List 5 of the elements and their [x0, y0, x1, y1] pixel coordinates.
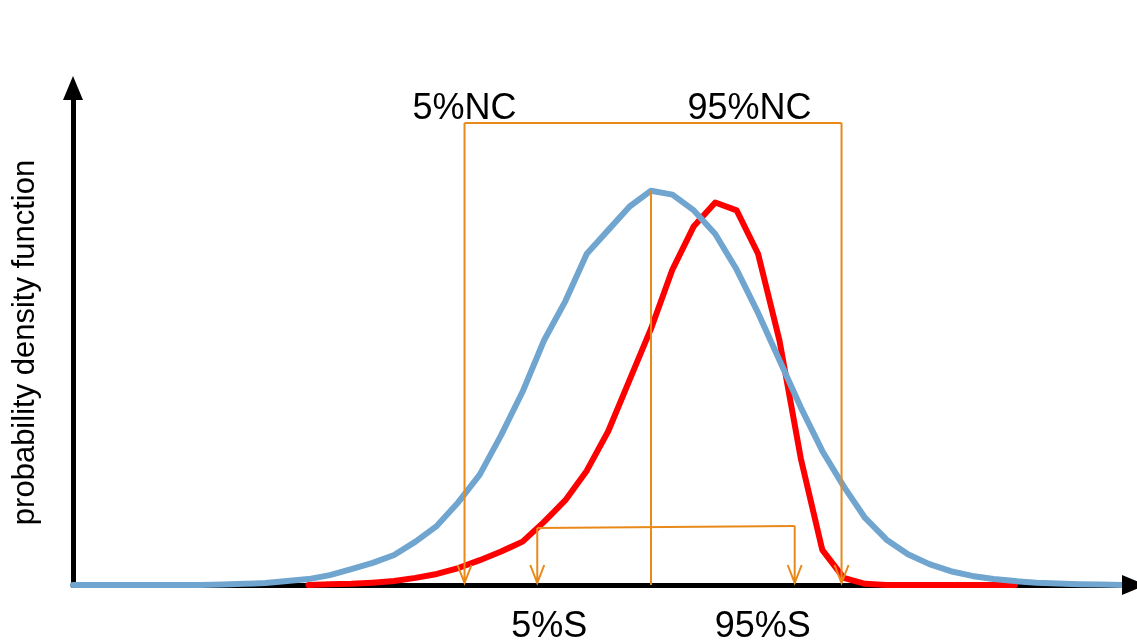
text: 5%S	[511, 604, 588, 643]
text: 5%NC	[412, 86, 517, 127]
text: 95%S	[714, 604, 811, 643]
text: 95%NC	[687, 86, 812, 127]
y-axis-title: probability density function	[6, 159, 41, 526]
